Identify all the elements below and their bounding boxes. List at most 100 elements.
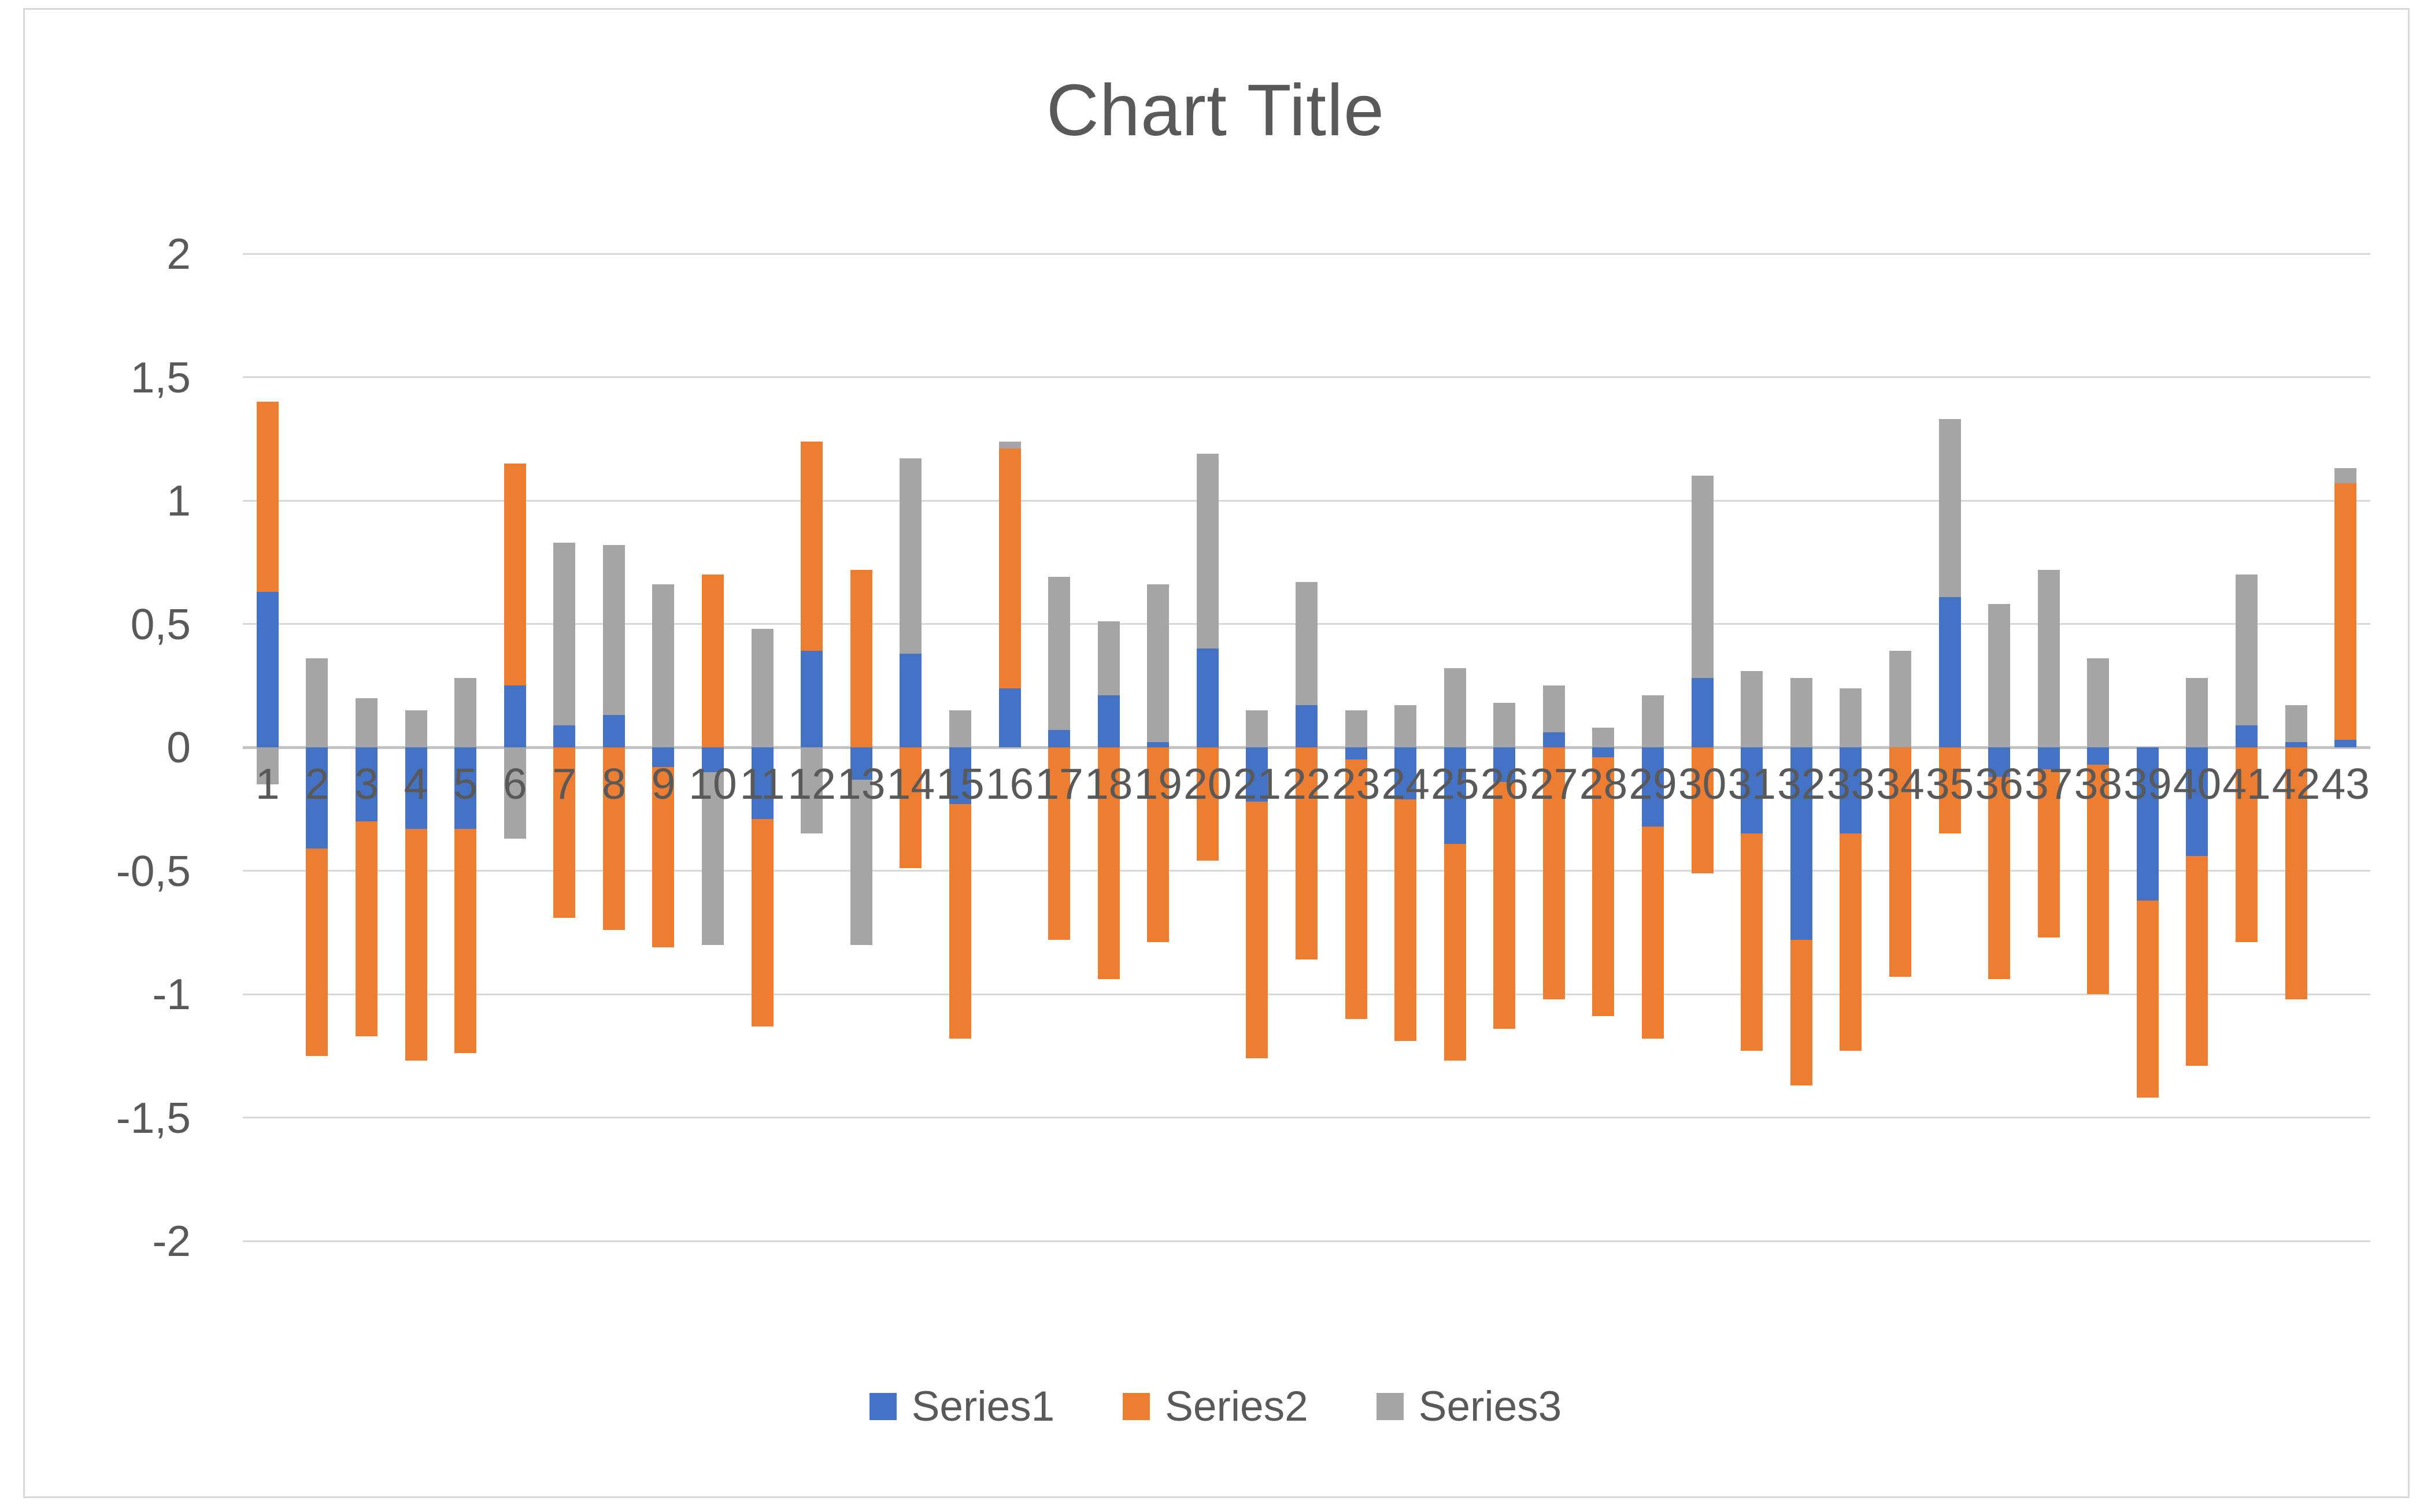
bar-segment-series3-cat27[interactable]: [1542, 685, 1565, 733]
bar-segment-series2-cat37[interactable]: [2037, 769, 2060, 937]
legend-item-series3[interactable]: Series3: [1376, 1383, 1562, 1431]
bar-segment-series1-cat1[interactable]: [256, 591, 279, 747]
bar-segment-series2-cat27[interactable]: [1542, 747, 1565, 999]
bar-segment-series3-cat23[interactable]: [1345, 710, 1367, 747]
bar-segment-series2-cat14[interactable]: [900, 747, 922, 869]
bar-segment-series3-cat6[interactable]: [504, 747, 526, 839]
bar-segment-series2-cat42[interactable]: [2285, 747, 2307, 999]
bar-segment-series2-cat33[interactable]: [1840, 833, 1862, 1051]
bar-segment-series3-cat4[interactable]: [405, 710, 427, 747]
bar-segment-series1-cat5[interactable]: [454, 747, 477, 829]
bar-segment-series2-cat41[interactable]: [2236, 747, 2258, 943]
bar-segment-series3-cat42[interactable]: [2285, 705, 2307, 743]
bar-segment-series2-cat24[interactable]: [1394, 799, 1417, 1042]
bar-segment-series3-cat40[interactable]: [2186, 678, 2208, 747]
bar-segment-series1-cat24[interactable]: [1394, 747, 1417, 799]
bar-segment-series3-cat7[interactable]: [553, 542, 576, 725]
bar-segment-series3-cat29[interactable]: [1642, 695, 1664, 747]
bar-segment-series2-cat5[interactable]: [454, 828, 477, 1054]
bar-segment-series3-cat16[interactable]: [998, 441, 1021, 449]
bar-segment-series3-cat36[interactable]: [1988, 604, 2011, 747]
bar-segment-series2-cat11[interactable]: [751, 818, 774, 1026]
bar-segment-series3-cat24[interactable]: [1394, 705, 1417, 747]
bar-segment-series1-cat35[interactable]: [1938, 596, 1961, 747]
bar-segment-series3-cat30[interactable]: [1691, 476, 1714, 679]
bar-segment-series3-cat10[interactable]: [702, 772, 724, 945]
bar-segment-series1-cat10[interactable]: [702, 747, 724, 772]
bar-segment-series3-cat1[interactable]: [256, 747, 279, 785]
bar-segment-series3-cat38[interactable]: [2087, 658, 2110, 747]
bar-segment-series2-cat12[interactable]: [801, 441, 823, 651]
bar-segment-series3-cat25[interactable]: [1444, 668, 1466, 747]
bar-segment-series1-cat36[interactable]: [1988, 747, 2011, 777]
bar-segment-series2-cat23[interactable]: [1345, 759, 1367, 1019]
bar-segment-series2-cat34[interactable]: [1889, 747, 1911, 977]
bar-segment-series1-cat43[interactable]: [2334, 740, 2357, 747]
bar-segment-series3-cat20[interactable]: [1196, 453, 1219, 649]
bar-segment-series3-cat26[interactable]: [1493, 703, 1516, 747]
bar-segment-series3-cat14[interactable]: [900, 458, 922, 654]
bar-segment-series1-cat28[interactable]: [1592, 747, 1615, 758]
bar-segment-series2-cat7[interactable]: [553, 747, 576, 918]
bar-segment-series2-cat10[interactable]: [702, 575, 724, 747]
bar-segment-series2-cat3[interactable]: [355, 821, 378, 1036]
bar-segment-series1-cat21[interactable]: [1246, 747, 1268, 802]
bar-segment-series1-cat33[interactable]: [1840, 747, 1862, 834]
bar-segment-series1-cat20[interactable]: [1196, 648, 1219, 747]
bar-segment-series1-cat9[interactable]: [652, 747, 675, 768]
bar-segment-series1-cat11[interactable]: [751, 747, 774, 819]
bar-segment-series3-cat37[interactable]: [2037, 569, 2060, 747]
bar-segment-series3-cat3[interactable]: [355, 698, 378, 747]
bar-segment-series1-cat19[interactable]: [1147, 742, 1170, 747]
bar-segment-series1-cat22[interactable]: [1296, 705, 1318, 747]
bar-segment-series3-cat32[interactable]: [1790, 678, 1812, 747]
bar-segment-series1-cat40[interactable]: [2186, 747, 2208, 856]
bar-segment-series1-cat26[interactable]: [1493, 747, 1516, 782]
bar-segment-series1-cat30[interactable]: [1691, 678, 1714, 747]
bar-segment-series2-cat21[interactable]: [1246, 801, 1268, 1059]
bar-segment-series2-cat17[interactable]: [1048, 747, 1071, 940]
bar-segment-series2-cat43[interactable]: [2334, 483, 2357, 740]
bar-segment-series1-cat18[interactable]: [1097, 695, 1120, 747]
bar-segment-series1-cat25[interactable]: [1444, 747, 1466, 844]
bar-segment-series1-cat27[interactable]: [1542, 732, 1565, 747]
bar-segment-series3-cat15[interactable]: [949, 710, 971, 747]
bar-segment-series3-cat11[interactable]: [751, 629, 774, 747]
bar-segment-series1-cat23[interactable]: [1345, 747, 1367, 760]
bar-segment-series3-cat41[interactable]: [2236, 575, 2258, 725]
bar-segment-series2-cat16[interactable]: [998, 449, 1021, 688]
bar-segment-series2-cat40[interactable]: [2186, 855, 2208, 1066]
bar-segment-series2-cat8[interactable]: [602, 747, 625, 930]
bar-segment-series1-cat8[interactable]: [602, 715, 625, 747]
bar-segment-series3-cat21[interactable]: [1246, 710, 1268, 747]
bar-segment-series2-cat22[interactable]: [1296, 747, 1318, 960]
bar-segment-series3-cat17[interactable]: [1048, 577, 1071, 731]
bar-segment-series2-cat31[interactable]: [1741, 833, 1763, 1051]
bar-segment-series2-cat15[interactable]: [949, 804, 971, 1039]
bar-segment-series1-cat14[interactable]: [900, 653, 922, 747]
bar-segment-series1-cat6[interactable]: [504, 685, 526, 747]
bar-segment-series3-cat9[interactable]: [652, 584, 675, 747]
legend-item-series1[interactable]: Series1: [869, 1383, 1054, 1431]
bar-segment-series1-cat32[interactable]: [1790, 747, 1812, 940]
bar-segment-series1-cat15[interactable]: [949, 747, 971, 805]
bar-segment-series3-cat5[interactable]: [454, 678, 477, 747]
bar-segment-series3-cat22[interactable]: [1296, 581, 1318, 706]
bar-segment-series1-cat7[interactable]: [553, 725, 576, 747]
bar-segment-series1-cat16[interactable]: [998, 688, 1021, 747]
bar-segment-series3-cat35[interactable]: [1938, 419, 1961, 597]
bar-segment-series1-cat37[interactable]: [2037, 747, 2060, 770]
bar-segment-series2-cat1[interactable]: [256, 402, 279, 592]
bar-segment-series3-cat8[interactable]: [602, 544, 625, 716]
bar-segment-series2-cat2[interactable]: [306, 848, 328, 1056]
bar-segment-series1-cat3[interactable]: [355, 747, 378, 822]
bar-segment-series2-cat19[interactable]: [1147, 747, 1170, 943]
bar-segment-series2-cat36[interactable]: [1988, 777, 2011, 980]
bar-segment-series1-cat13[interactable]: [850, 747, 872, 780]
bar-segment-series2-cat18[interactable]: [1097, 747, 1120, 980]
bar-segment-series2-cat38[interactable]: [2087, 764, 2110, 994]
bar-segment-series1-cat17[interactable]: [1048, 730, 1071, 747]
bar-segment-series3-cat2[interactable]: [306, 658, 328, 747]
bar-segment-series1-cat4[interactable]: [405, 747, 427, 829]
bar-segment-series2-cat25[interactable]: [1444, 843, 1466, 1061]
